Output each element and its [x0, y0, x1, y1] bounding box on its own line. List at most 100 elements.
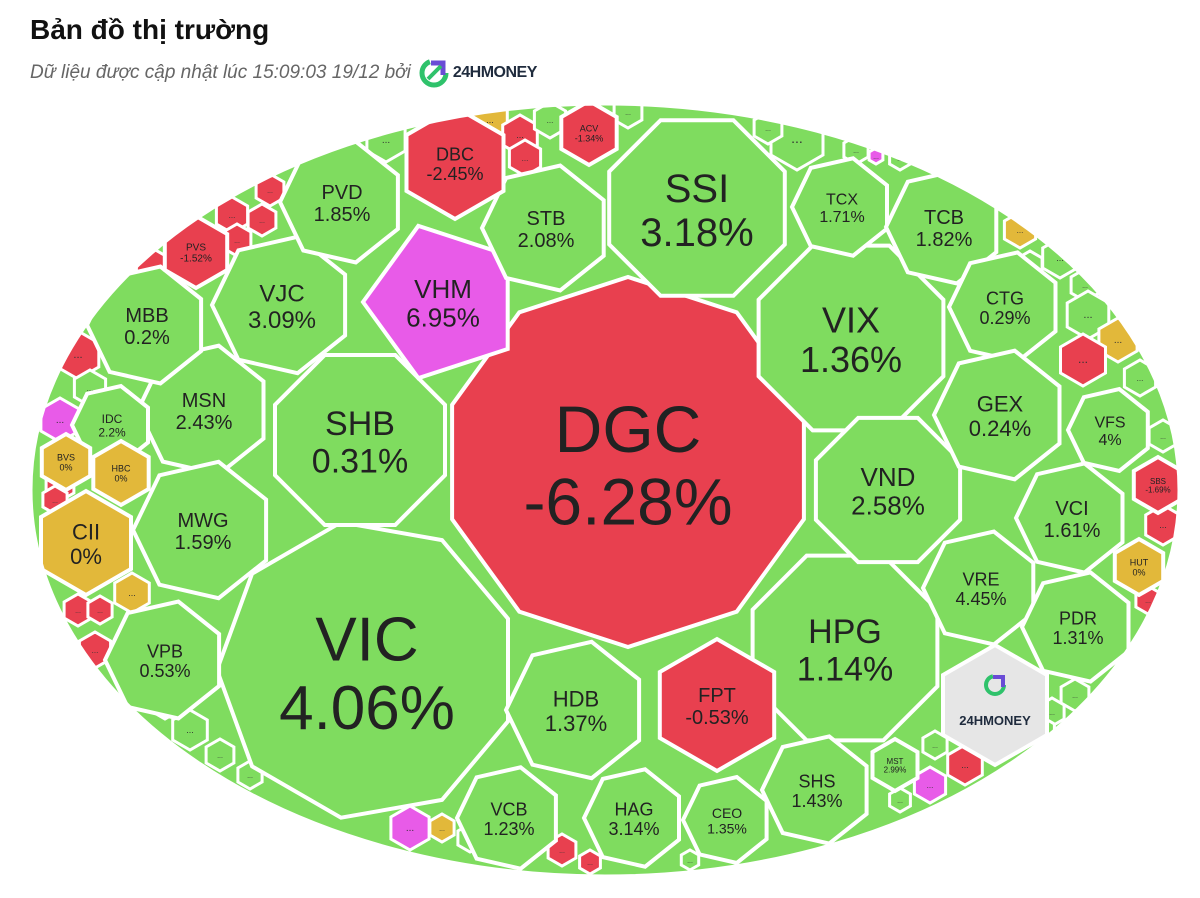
cell-sbs[interactable]: SBS-1.69% [1131, 454, 1182, 516]
cell-pdr-shape [1019, 570, 1131, 684]
minor-cell[interactable]: ... [86, 594, 114, 626]
minor-cell[interactable]: ... [113, 571, 151, 615]
minor-cell[interactable]: ... [204, 737, 236, 773]
cell-cii-shape [39, 488, 133, 598]
cell-pvd-ticker: PVD [321, 182, 362, 204]
brand-link[interactable]: 24HMONEY [419, 58, 537, 88]
minor-cell[interactable]: ... [1122, 358, 1158, 398]
minor-cell-label: ... [932, 743, 938, 750]
minor-cell-label: ... [587, 860, 593, 867]
cell-ctg-change: 0.29% [979, 308, 1030, 328]
minor-cell-shape [204, 737, 236, 773]
cell-mst-shape [870, 736, 920, 794]
minor-cell-label: ... [1159, 520, 1167, 530]
cell-tcb-change: 1.82% [916, 229, 973, 251]
cell-stb-ticker: STB [527, 208, 566, 230]
update-text: Dữ liệu được cập nhật lúc 15:09:03 19/12… [30, 62, 411, 83]
minor-cell-label: ... [247, 773, 253, 780]
minor-cell-label: ... [52, 498, 58, 505]
cell-ceo-change: 1.35% [707, 820, 747, 836]
cell-mwg-shape [130, 459, 269, 601]
cell-gex-ticker: GEX [977, 392, 1024, 417]
cell-hpg-ticker: HPG [808, 613, 882, 651]
cell-vnd-shape [813, 415, 963, 565]
minor-cell-shape [888, 786, 912, 814]
minor-cell-shape [428, 812, 456, 844]
cell-shs-change: 1.43% [791, 791, 842, 811]
cell-vhm-ticker: VHM [414, 274, 472, 304]
minor-cell[interactable]: ... [888, 786, 912, 814]
cell-vfs-shape [1065, 386, 1150, 474]
minor-cell-label: ... [128, 588, 136, 598]
minor-cell[interactable]: ... [612, 100, 644, 130]
minor-cell-label: ... [873, 154, 879, 161]
minor-cell-label: ... [961, 760, 969, 770]
minor-cell[interactable]: ... [246, 202, 278, 238]
cell-dgc-change: -6.28% [523, 465, 732, 539]
cell-vix-change: 1.36% [800, 339, 902, 380]
minor-cell[interactable]: ... [532, 102, 568, 140]
watermark-logo-icon [984, 674, 1006, 696]
cell-tcx-change: 1.71% [819, 209, 864, 226]
minor-cell-label: ... [687, 858, 693, 865]
cell-shs-ticker: SHS [798, 771, 835, 791]
minor-cell-shape [389, 804, 431, 852]
minor-cell[interactable]: ... [389, 804, 431, 852]
cell-acv[interactable]: ACV-1.34% [559, 101, 619, 168]
minor-cell-shape [1144, 503, 1179, 547]
minor-cell[interactable]: ... [679, 848, 701, 872]
cell-mbb-ticker: MBB [125, 305, 168, 327]
cell-vcb-change: 1.23% [483, 819, 534, 839]
minor-cell-label: ... [217, 753, 223, 760]
cell-pvs-ticker: PVS [186, 243, 206, 254]
cell-vjc-shape [209, 234, 348, 376]
minor-cell[interactable]: ... [1059, 332, 1107, 388]
cell-stb-change: 2.08% [518, 230, 575, 252]
cells-layer: ........................................… [31, 100, 1182, 876]
cell-dbc[interactable]: DBC-2.45% [404, 104, 506, 222]
minor-cell[interactable]: ... [171, 708, 209, 752]
minor-cell-label: ... [486, 115, 494, 125]
header: Bản đồ thị trường Dữ liệu được cập nhật … [30, 14, 1180, 88]
minor-cell[interactable]: ... [769, 108, 825, 172]
minor-cell[interactable]: ... [1144, 503, 1181, 547]
cell-mst-change: 2.99% [884, 766, 907, 775]
cell-pvs[interactable]: PVS-1.52% [162, 213, 230, 291]
minor-cell-label: ... [406, 823, 414, 834]
cell-hdb-change: 1.37% [545, 711, 607, 736]
cell-fpt[interactable]: FPT-0.53% [657, 636, 777, 774]
minor-cell[interactable]: ... [428, 812, 456, 844]
minor-cell[interactable]: ... [578, 848, 602, 876]
minor-cell-label: ... [186, 725, 194, 735]
